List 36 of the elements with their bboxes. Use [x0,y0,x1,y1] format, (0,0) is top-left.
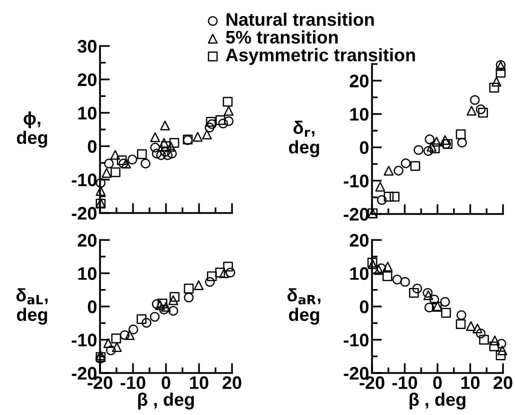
y-tick-label: 0 [360,141,368,154]
y-axis-title: δ$_{aL}$, deg [16,288,48,325]
y-tick-label: 20 [350,74,368,88]
x-tick-label: 20 [494,376,512,390]
y-tick-label: 30 [78,40,96,53]
y-tick-label: -10 [344,334,368,346]
x-tick-label: 10 [461,376,480,390]
y-tick-label: 20 [78,73,96,86]
y-tick-label: -20 [72,206,96,220]
x-tick-label: 10 [190,376,208,390]
y-tick-label: -20 [344,208,368,221]
x-tick-label: -10 [120,376,146,390]
x-tick-label: 0 [162,376,170,390]
y-axis-title: δ$_{aR}$, deg [287,288,320,325]
y-tick-label: -10 [72,334,96,346]
legend-label: Natural transition [226,12,374,26]
y-tick-label: 0 [88,140,96,153]
y-tick-label: -10 [344,174,368,188]
y-axis-title: δ$_{r}$, deg [288,120,320,158]
y-tick-label: 0 [360,300,368,314]
x-axis-title: β , deg [410,392,466,410]
x-axis-title: β , deg [138,392,194,410]
y-tick-label: 10 [350,267,368,280]
y-tick-label: 0 [88,300,96,314]
y-tick-label: 10 [78,106,96,120]
x-tick-label: 20 [222,376,242,390]
legend-label: 5% transition [226,30,338,44]
y-tick-label: 10 [78,267,96,280]
x-tick-label: -10 [392,376,418,390]
y-tick-label: 20 [350,234,368,247]
x-tick-label: 0 [433,376,442,390]
y-tick-label: 20 [78,234,96,247]
legend-label: Asymmetric transition [226,48,415,65]
y-tick-label: 10 [350,108,368,121]
y-axis-title: ϕ, deg [16,111,48,148]
y-tick-label: -10 [72,174,96,186]
